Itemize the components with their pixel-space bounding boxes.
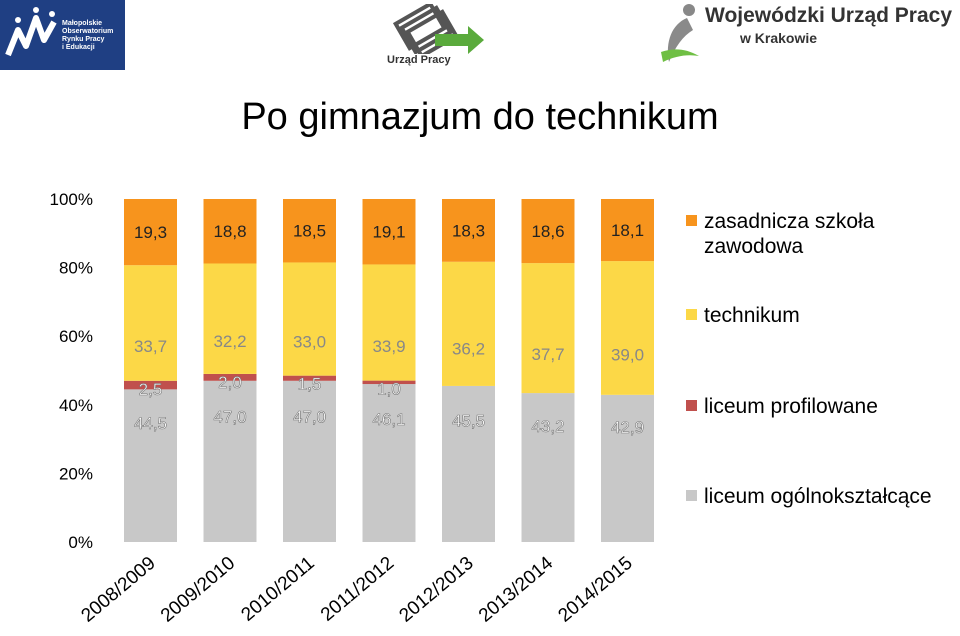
bar-segment [601,261,654,395]
y-tick-label: 20% [59,464,93,483]
legend-label: liceum profilowane [704,395,878,418]
data-label: 37,7 [531,345,564,364]
bar-segment [362,199,416,265]
data-label: 46,1 [372,410,405,429]
bar-segment [442,261,495,386]
bar-segment [601,394,654,542]
legend-swatch [686,490,697,501]
data-label: 1,5 [298,375,322,394]
legend-item: liceum profilowane [686,394,878,419]
data-label: 42,9 [611,418,644,437]
x-category-label: 2011/2012 [317,553,398,626]
x-category-label: 2009/2010 [157,553,239,627]
bar-segment [362,380,416,385]
bar-segment [283,199,336,263]
data-label: 1,0 [377,380,401,399]
data-label: 39,0 [611,346,644,365]
bar-segment [283,380,336,542]
wup-logo-line2: w Krakowie [740,30,818,46]
legend-label: zasadnicza szkoła zawodowa [704,210,875,258]
bar-segment [124,199,177,266]
urzad-pracy-logo-text: Urząd Pracy [387,54,451,66]
data-label: 2,0 [218,373,242,392]
malopolskie-observatory-logo: Małopolskie Obserwatorium Rynku Pracy i … [0,0,125,70]
bar-segment [521,199,575,264]
data-label: 33,0 [293,333,326,352]
data-label: 18,3 [452,221,485,240]
data-label: 32,2 [213,332,246,351]
bar-segment [362,384,416,542]
bar-segment [203,263,257,374]
data-label: 43,2 [531,417,564,436]
y-tick-label: 0% [68,533,93,552]
bar-segment [203,380,257,542]
wup-krakow-logo: Wojewódzki Urząd Pracy w Krakowie [655,0,960,70]
observatory-emblem-icon [5,7,57,57]
bar-segment [601,199,654,262]
x-category-label: 2014/2015 [554,553,636,627]
bar-segment [124,380,177,390]
legend-swatch [686,400,697,411]
bar-segment [203,373,257,381]
legend-label: technikum [704,304,800,327]
bar-segment [124,389,177,542]
data-label: 18,5 [293,222,326,241]
urzad-pracy-cards-icon [392,1,484,59]
bar-segment [283,375,336,381]
legend-item: zasadnicza szkoła zawodowa [686,209,874,259]
legend-label: liceum ogólnokształcące [704,485,932,508]
legend-swatch [686,215,697,226]
bar-segment [203,199,257,264]
bar-segment [521,263,575,394]
data-label: 18,8 [213,222,246,241]
bar-segment [124,265,177,381]
data-label: 18,1 [611,221,644,240]
legend-item: liceum ogólnokształcące [686,484,932,509]
legend-item: technikum [686,303,800,328]
data-label: 33,9 [372,337,405,356]
bar-segment [442,385,495,542]
y-tick-label: 40% [59,396,93,415]
data-label: 19,3 [134,223,167,242]
data-label: 45,5 [452,411,485,430]
data-label: 19,1 [372,223,405,242]
x-category-label: 2008/2009 [77,553,159,627]
x-category-label: 2013/2014 [475,552,558,626]
urzad-pracy-logo: Urząd Pracy [380,1,490,72]
observatory-logo-text: Małopolskie Obserwatorium Rynku Pracy i … [62,20,114,51]
y-tick-label: 80% [59,259,93,278]
bar-segment [362,264,416,381]
bar-segment [442,199,495,262]
x-category-label: 2010/2011 [237,553,318,626]
y-tick-label: 100% [50,190,93,209]
chart-legend: zasadnicza szkoła zawodowa technikum liceu… [686,205,956,545]
data-label: 2,5 [139,380,163,399]
wup-logo-line1: Wojewódzki Urząd Pracy [705,4,953,27]
y-tick-label: 60% [59,327,93,346]
chart-title: Po gimnazjum do technikum [241,96,719,138]
bar-segment [521,393,575,542]
bar-segment [283,262,336,376]
data-label: 44,5 [134,414,167,433]
data-label: 33,7 [134,337,167,356]
data-label: 47,0 [293,407,326,426]
wup-figure-icon [661,4,699,62]
data-label: 47,0 [213,407,246,426]
x-category-label: 2012/2013 [395,553,477,627]
data-label: 36,2 [452,340,485,359]
data-label: 18,6 [531,222,564,241]
legend-swatch [686,309,697,320]
